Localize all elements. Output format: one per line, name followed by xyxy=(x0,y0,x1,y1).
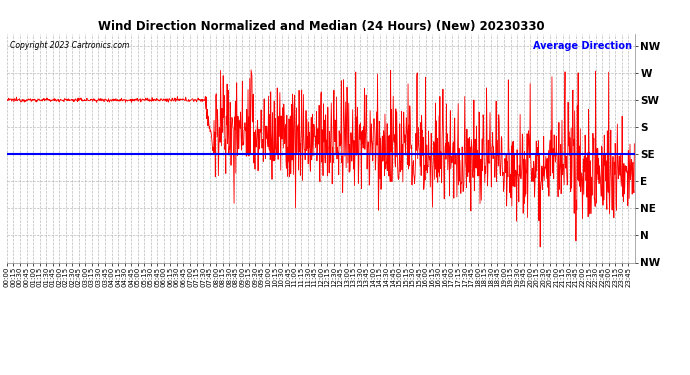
Title: Wind Direction Normalized and Median (24 Hours) (New) 20230330: Wind Direction Normalized and Median (24… xyxy=(97,20,544,33)
Text: Average Direction: Average Direction xyxy=(533,40,631,51)
Text: Copyright 2023 Cartronics.com: Copyright 2023 Cartronics.com xyxy=(10,40,130,50)
